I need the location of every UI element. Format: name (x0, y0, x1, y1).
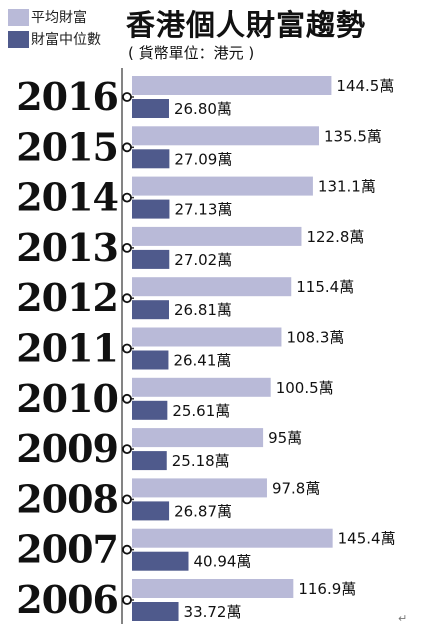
year-marker (122, 242, 132, 253)
chart-title: 香港個人財富趨勢 (126, 8, 367, 42)
mean-value-label: 108.3萬 (286, 329, 344, 347)
mean-value-label: 115.4萬 (296, 278, 354, 296)
year-marker (122, 393, 132, 404)
legend-item-mean: 平均財富 (8, 6, 101, 28)
return-mark: ↵ (398, 612, 408, 625)
median-bar (132, 451, 167, 471)
median-bar (132, 350, 169, 370)
legend-swatch-mean (8, 8, 29, 26)
year-label: 2015 (16, 124, 118, 169)
median-value-label: 25.61萬 (172, 402, 230, 420)
year-label: 2006 (16, 577, 118, 622)
year-marker (122, 444, 132, 455)
median-bar (132, 99, 169, 118)
mean-bar (132, 226, 302, 246)
median-bar (132, 149, 170, 169)
mean-bar (132, 126, 319, 146)
median-value-label: 25.18萬 (172, 452, 230, 470)
year-label: 2012 (16, 275, 118, 320)
mean-value-label: 95萬 (268, 429, 302, 447)
mean-value-label: 135.5萬 (324, 127, 382, 145)
mean-bar (132, 277, 292, 297)
mean-value-label: 100.5萬 (276, 379, 334, 397)
mean-value-label: 144.5萬 (336, 77, 394, 95)
median-value-label: 26.87萬 (174, 502, 232, 520)
mean-bar (132, 579, 294, 598)
year-marker (122, 544, 132, 555)
median-bar (132, 400, 168, 420)
median-bar (132, 249, 170, 269)
year-label: 2008 (16, 476, 118, 521)
mean-bar (132, 478, 267, 498)
median-bar (132, 602, 179, 621)
year-marker (122, 92, 132, 102)
median-value-label: 27.13萬 (174, 201, 232, 219)
median-bar (132, 501, 170, 521)
legend-label-mean: 平均財富 (31, 10, 87, 26)
year-label: 2010 (16, 376, 118, 421)
median-bar (132, 551, 189, 571)
median-value-label: 27.02萬 (174, 251, 232, 269)
median-bar (132, 199, 170, 219)
mean-bar (132, 428, 264, 448)
median-value-label: 33.72萬 (184, 603, 242, 621)
year-label: 2013 (16, 225, 118, 270)
legend: 平均財富 財富中位數 (8, 6, 101, 50)
year-marker (122, 293, 132, 304)
median-value-label: 26.80萬 (174, 100, 232, 118)
year-marker (122, 494, 132, 505)
median-value-label: 26.81萬 (174, 301, 232, 319)
legend-item-median: 財富中位數 (8, 28, 101, 50)
mean-value-label: 116.9萬 (298, 580, 356, 598)
mean-bar (132, 528, 333, 548)
mean-bar (132, 76, 332, 95)
mean-value-label: 131.1萬 (318, 178, 376, 196)
year-label: 2011 (16, 326, 118, 371)
median-bar (132, 300, 169, 320)
mean-bar (132, 377, 271, 397)
year-label: 2016 (16, 74, 118, 119)
median-value-label: 27.09萬 (174, 150, 232, 168)
year-marker (122, 192, 132, 203)
mean-bar (132, 176, 313, 196)
mean-value-label: 97.8萬 (272, 479, 320, 497)
mean-value-label: 122.8萬 (306, 228, 364, 246)
year-marker (122, 595, 132, 605)
year-marker (122, 142, 132, 153)
year-label: 2009 (16, 426, 118, 471)
mean-value-label: 145.4萬 (338, 530, 396, 548)
median-value-label: 26.41萬 (173, 352, 231, 370)
legend-label-median: 財富中位數 (31, 32, 101, 48)
mean-bar (132, 327, 282, 347)
year-label: 2014 (16, 175, 118, 220)
chart-subtitle: ( 貨幣單位：港元 ) (128, 44, 255, 62)
year-label: 2007 (16, 527, 118, 572)
median-value-label: 40.94萬 (193, 553, 251, 571)
year-marker (122, 343, 132, 354)
legend-swatch-median (8, 30, 29, 48)
